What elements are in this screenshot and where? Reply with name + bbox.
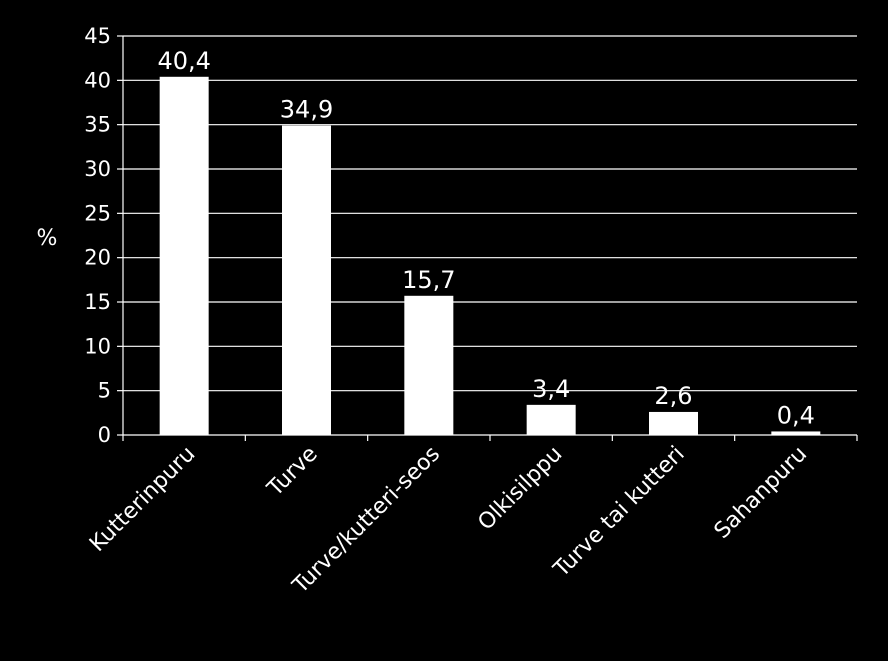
data-label: 15,7 [402,266,455,294]
y-tick-label: 40 [84,68,111,92]
gridlines [123,35,857,392]
bar [649,411,698,435]
y-tick-label: 45 [84,24,111,48]
axes [117,35,858,441]
y-tick-label: 35 [84,113,111,137]
y-tick-label: 0 [98,423,111,447]
bar [526,404,576,435]
y-tick-label: 20 [84,246,111,270]
y-tick-label: 30 [84,157,111,181]
bar [771,431,821,435]
bar [159,76,209,435]
y-tick-label: 25 [84,201,111,225]
data-label: 34,9 [280,96,333,124]
bar [404,295,454,435]
x-tick-label: Turve [262,442,323,503]
data-label: 0,4 [777,401,815,429]
y-tick-label: 10 [84,334,111,358]
data-label: 3,4 [532,375,570,403]
data-label: 2,6 [654,382,692,410]
bars [159,76,821,435]
x-tick-label: Olkisilppu [473,442,567,536]
x-tick-label: Sahanpuru [710,442,812,544]
bar [282,125,331,435]
y-axis-title: % [37,226,58,251]
y-tick-label: 15 [84,290,111,314]
x-tick-label: Kutterinpuru [85,442,200,557]
data-label: 40,4 [157,47,210,75]
x-tick-label: Turve tai kutteri [548,442,689,583]
y-tick-label: 5 [98,379,111,403]
